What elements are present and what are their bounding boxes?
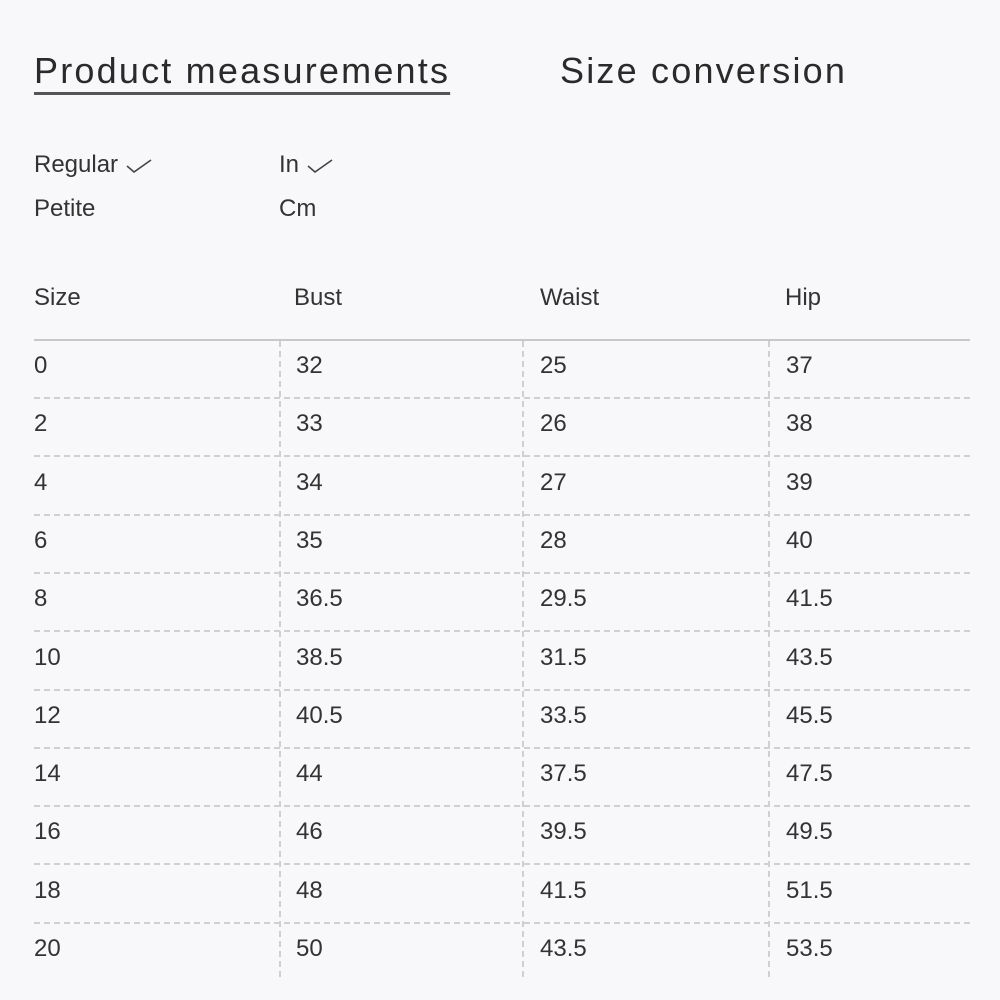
header-bust: Bust [294,284,343,311]
column-divider [279,341,281,977]
header-divider [34,339,970,341]
cell-hip: 53.5 [786,935,833,962]
fit-option-label: Petite [34,195,96,222]
row-divider [34,397,970,399]
row-divider [34,630,970,633]
cell-waist: 28 [540,526,567,554]
cell-waist: 29.5 [540,585,587,613]
cell-size: 20 [34,935,61,962]
cell-bust: 36.5 [296,585,343,613]
cell-hip: 43.5 [786,643,833,671]
cell-bust: 35 [296,526,323,554]
cell-bust: 46 [296,818,323,846]
checkmark-icon [307,159,333,173]
cell-hip: 49.5 [786,818,833,846]
column-divider [522,341,524,977]
row-divider [34,571,970,574]
row-divider [34,513,970,516]
cell-size: 0 [34,352,48,379]
cell-bust: 33 [296,410,323,438]
cell-hip: 40 [786,526,813,554]
cell-size: 14 [34,760,61,788]
unit-option-label: Cm [279,195,317,222]
cell-waist: 31.5 [540,643,587,671]
column-divider [768,341,770,977]
cell-bust: 48 [296,876,323,904]
cell-bust: 34 [296,468,323,496]
row-divider [34,688,970,691]
cell-size: 6 [34,526,48,554]
fit-option-label: Regular [34,151,119,178]
unit-option-in[interactable]: In [279,151,333,179]
cell-hip: 47.5 [786,760,833,788]
cell-hip: 37 [786,352,813,379]
cell-size: 12 [34,701,61,729]
cell-waist: 26 [540,410,567,438]
tab-size-conversion[interactable]: Size conversion [560,50,848,91]
cell-bust: 32 [296,352,323,379]
row-divider [34,863,970,866]
row-divider [34,455,970,458]
cell-waist: 41.5 [540,876,587,904]
cell-waist: 27 [540,468,567,496]
cell-hip: 39 [786,468,813,496]
row-divider [34,805,970,808]
cell-bust: 38.5 [296,643,343,671]
header-waist: Waist [540,284,600,311]
unit-option-cm[interactable]: Cm [279,195,316,223]
cell-waist: 25 [540,352,567,379]
unit-option-label: In [279,151,300,178]
cell-bust: 44 [296,760,323,788]
cell-bust: 40.5 [296,701,343,729]
cell-hip: 41.5 [786,585,833,613]
cell-hip: 45.5 [786,701,833,729]
cell-size: 16 [34,818,61,846]
cell-waist: 33.5 [540,701,587,729]
header-hip: Hip [785,284,822,311]
cell-size: 8 [34,585,48,613]
cell-hip: 51.5 [786,876,833,904]
cell-waist: 43.5 [540,935,587,962]
cell-size: 4 [34,468,48,496]
cell-waist: 39.5 [540,818,587,846]
header-size: Size [34,284,81,311]
fit-option-regular[interactable]: Regular [34,151,152,179]
tab-product-measurements[interactable]: Product measurements [34,50,451,91]
row-divider [34,921,970,924]
cell-waist: 37.5 [540,760,587,788]
cell-size: 18 [34,876,61,904]
cell-bust: 50 [296,935,323,962]
cell-hip: 38 [786,410,813,438]
row-divider [34,746,970,749]
fit-option-petite[interactable]: Petite [34,195,95,223]
cell-size: 10 [34,643,61,671]
checkmark-icon [126,159,152,173]
cell-size: 2 [34,410,48,438]
